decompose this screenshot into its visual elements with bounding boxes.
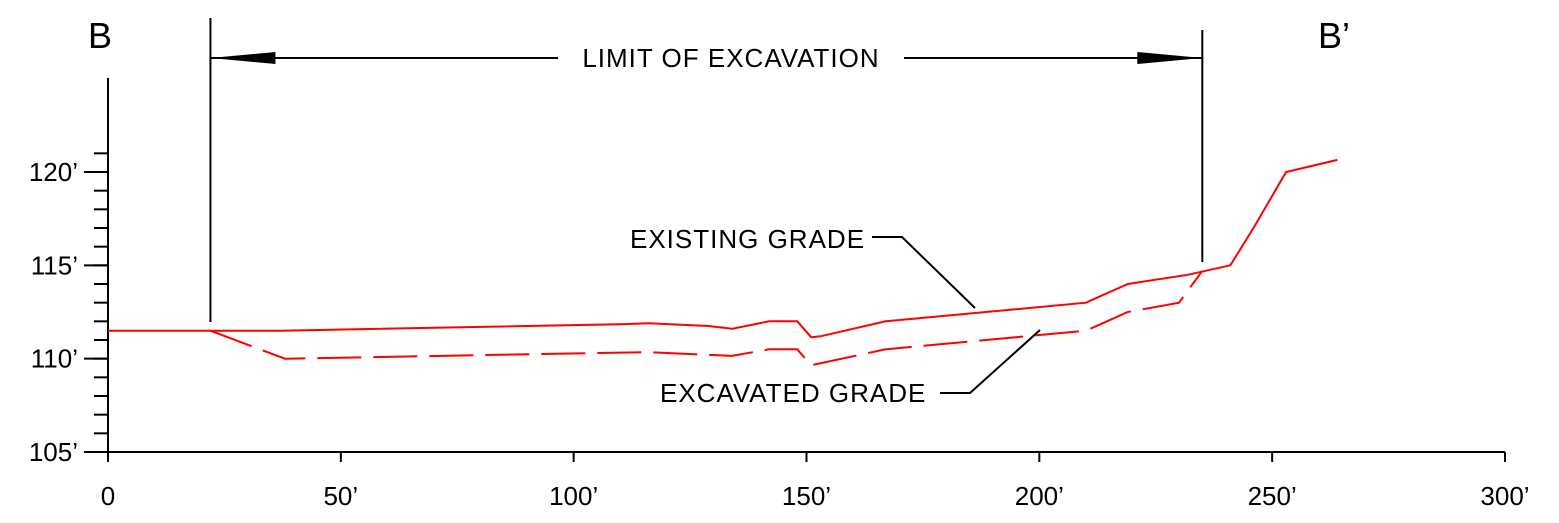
- x-tick-label: 250’: [1248, 481, 1297, 511]
- excavated-grade-line: [210, 270, 1204, 367]
- arrow-right-icon: [1137, 52, 1203, 64]
- x-tick-label: 100’: [549, 481, 598, 511]
- x-tick-label: 200’: [1015, 481, 1064, 511]
- section-start-label: B: [88, 15, 112, 56]
- y-tick-label: 115’: [31, 250, 78, 280]
- y-minor-ticks: [94, 152, 108, 453]
- y-tick-label: 120’: [29, 157, 78, 187]
- y-tick-label: 110’: [31, 344, 78, 374]
- existing-grade-label: EXISTING GRADE: [630, 224, 865, 254]
- existing-grade-line: [108, 158, 1338, 339]
- arrow-left-icon: [210, 52, 276, 64]
- x-tick-label: 150’: [782, 481, 831, 511]
- limit-of-excavation-label: LIMIT OF EXCAVATION: [582, 43, 879, 73]
- y-ticks: 105’ 110’ 115’ 120’: [29, 157, 108, 467]
- excavated-grade-leader: [940, 329, 1041, 394]
- y-tick-label: 105’: [29, 437, 78, 467]
- x-tick-label: 300’: [1480, 481, 1529, 511]
- x-tick-label: 50’: [323, 481, 358, 511]
- x-tick-label: 0: [101, 481, 115, 511]
- section-end-label: B’: [1318, 15, 1350, 56]
- excavated-grade-label: EXCAVATED GRADE: [660, 378, 926, 408]
- existing-grade-leader: [872, 236, 976, 309]
- x-ticks: 0 50’ 100’ 150’ 200’ 250’ 300’: [101, 452, 1530, 511]
